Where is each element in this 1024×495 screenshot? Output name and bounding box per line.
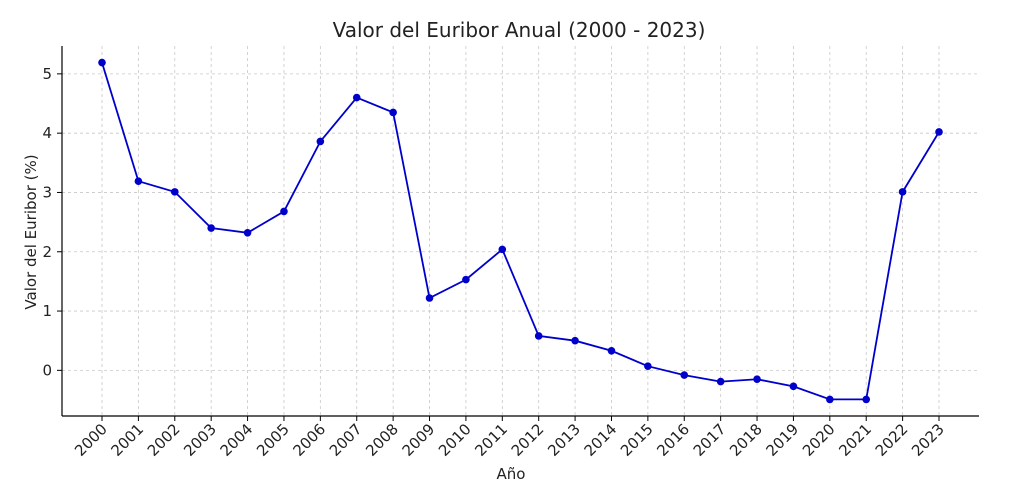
data-point [789,382,798,391]
x-axis-label: Año [497,465,526,483]
data-point [98,58,106,67]
axes [61,46,979,417]
x-tick-label: 2004 [217,420,257,460]
data-point [644,362,652,370]
y-tick-label: 0 [42,361,52,379]
y-tick-label: 4 [42,124,52,142]
data-point [352,93,361,102]
data-point [389,108,397,117]
x-tick-label: 2023 [908,420,948,460]
y-tick-label: 1 [42,302,52,320]
data-series [98,58,943,404]
x-tick-label: 2018 [726,420,766,460]
x-tick-label: 2012 [508,420,548,460]
x-tick-label: 2007 [326,420,366,460]
data-point [207,224,215,232]
x-tick-label: 2002 [144,420,184,460]
data-point [280,207,288,216]
x-tick-label: 2019 [763,420,803,460]
x-tick-label: 2001 [107,420,147,460]
x-tick-label: 2003 [180,420,220,460]
data-point [862,395,871,404]
x-tick-label: 2009 [399,420,439,460]
data-point [826,395,834,404]
data-point [534,332,543,340]
data-point [571,336,579,345]
y-tick-label: 3 [42,183,52,201]
data-point [898,188,907,196]
data-point [716,377,725,386]
data-point [425,294,434,302]
data-point [607,346,616,355]
data-point [680,371,689,379]
y-tick-label: 2 [42,243,52,261]
x-tick-label: 2005 [253,420,293,460]
x-tick-label: 2006 [289,420,329,460]
x-tick-label: 2014 [581,420,621,460]
data-point [462,275,470,284]
x-tick-label: 2016 [653,420,693,460]
data-point [316,137,325,146]
chart-title: Valor del Euribor Anual (2000 - 2023) [333,18,706,42]
x-tick-label: 2013 [544,420,584,460]
x-tick-label: 2000 [71,420,111,460]
data-point [170,188,179,196]
y-axis-label: Valor del Euribor (%) [22,154,40,309]
x-tick-label: 2021 [835,420,875,460]
data-point [753,375,761,384]
data-point [935,128,943,136]
data-point [134,177,143,185]
x-tick-label: 2020 [799,420,839,460]
data-point [243,228,252,237]
series-line [101,62,940,401]
x-tick-label: 2022 [872,420,912,460]
x-tick-label: 2017 [690,420,730,460]
x-tick-label: 2015 [617,420,657,460]
x-tick-label: 2011 [471,420,511,460]
y-axis-ticks: 0 1 2 3 4 5 [42,65,62,379]
grid [62,46,979,416]
data-point [498,245,507,254]
x-tick-label: 2010 [435,420,475,460]
x-axis-ticks: 2000200120022003200420052006200720082009… [71,416,948,460]
y-tick-label: 5 [42,65,52,83]
x-tick-label: 2008 [362,420,402,460]
